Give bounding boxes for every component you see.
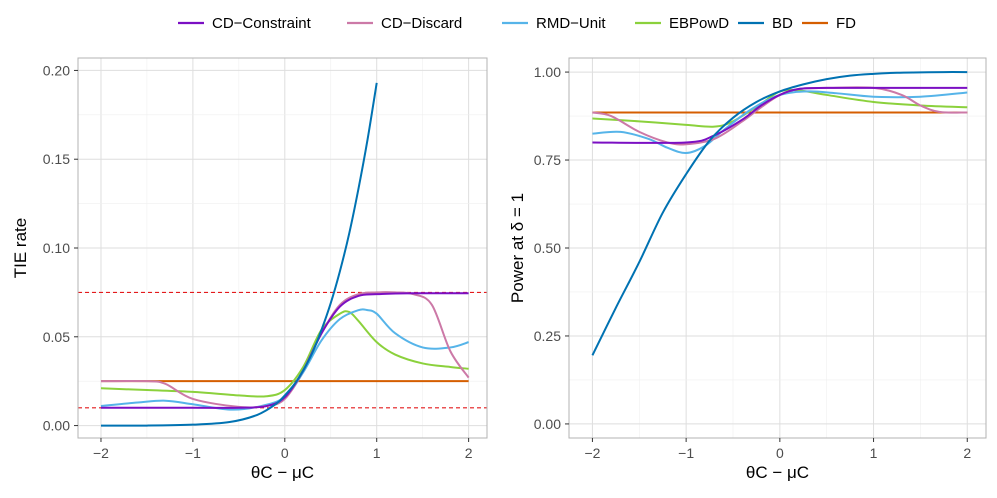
y-tick-label: 0.10 — [43, 240, 70, 256]
series-line — [100, 82, 378, 427]
legend-item: FD — [802, 15, 856, 32]
legend-label: EBPowD — [669, 15, 729, 32]
x-tick-label: −2 — [584, 445, 600, 461]
y-tick-label: 0.00 — [43, 418, 70, 434]
legend-item: RMD−Unit — [502, 15, 606, 32]
x-tick-label: −1 — [678, 445, 694, 461]
series-line — [592, 88, 968, 128]
legend-item: CD−Constraint — [178, 15, 312, 32]
series-group — [591, 71, 968, 356]
legend-label: CD−Discard — [381, 15, 462, 32]
legend-item: CD−Discard — [347, 15, 462, 32]
series-line — [100, 308, 469, 411]
y-tick-label: 0.00 — [534, 416, 561, 432]
x-tick-label: 0 — [776, 445, 784, 461]
x-axis-title: θC − μC — [251, 463, 314, 482]
x-tick-label: 2 — [963, 445, 971, 461]
series-line — [592, 90, 968, 155]
x-axis-title: θC − μC — [746, 463, 809, 482]
legend-item: BD — [738, 15, 793, 32]
y-tick-label: 0.75 — [534, 152, 561, 168]
x-tick-label: 1 — [373, 445, 381, 461]
legend-item: EBPowD — [635, 15, 729, 32]
power-panel: −2 −1 0 1 2 0.00 0.25 0.50 0.75 1.00 θC − μC Power … — [508, 57, 987, 482]
series-group — [100, 82, 470, 427]
x-tick-label: 0 — [281, 445, 289, 461]
y-tick-label: 0.50 — [534, 240, 561, 256]
tie-rate-panel: −2 −1 0 1 2 0.00 0.05 0.10 0.15 0.20 θC − μC TIE ra… — [11, 57, 488, 482]
x-tick-label: −1 — [185, 445, 201, 461]
series-line — [591, 71, 968, 356]
y-tick-label: 0.05 — [43, 329, 70, 345]
y-tick-label: 1.00 — [534, 64, 561, 80]
legend-label: RMD−Unit — [536, 15, 606, 32]
x-tick-label: 1 — [870, 445, 878, 461]
legend-label: CD−Constraint — [212, 15, 312, 32]
legend-label: FD — [836, 15, 856, 32]
series-line — [592, 86, 968, 144]
y-axis-title: TIE rate — [11, 218, 30, 278]
y-tick-label: 0.15 — [43, 151, 70, 167]
legend-label: BD — [772, 15, 793, 32]
y-tick-label: 0.20 — [43, 62, 70, 78]
gridlines — [569, 58, 986, 438]
y-axis-title: Power at δ = 1 — [508, 193, 527, 303]
x-tick-label: −2 — [93, 445, 109, 461]
legend: CD−Constraint CD−Discard RMD−Unit EBPowD BD F… — [178, 15, 856, 32]
y-tick-label: 0.25 — [534, 328, 561, 344]
x-tick-label: 2 — [465, 445, 473, 461]
series-line — [100, 310, 469, 398]
